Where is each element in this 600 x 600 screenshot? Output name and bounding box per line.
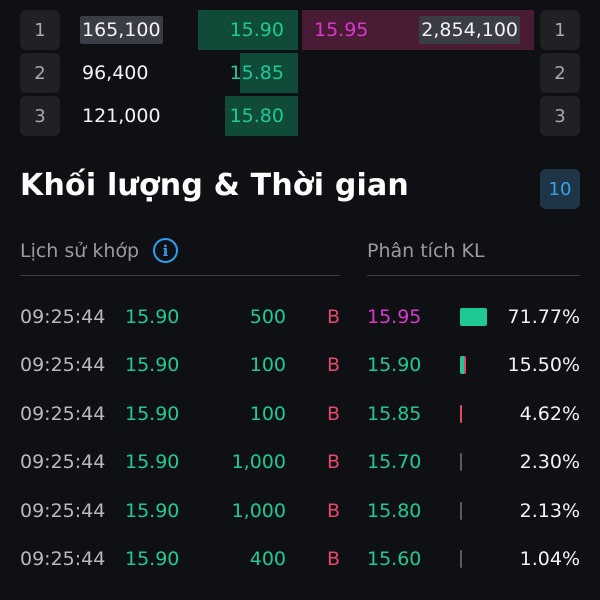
trade-volume: 500 <box>249 306 286 328</box>
trade-side: B <box>327 548 341 570</box>
tab-volume-analysis[interactable]: Phân tích KL <box>367 240 485 262</box>
ask-level-index: 3 <box>540 96 580 136</box>
analysis-percent: 15.50% <box>507 354 580 377</box>
volume-share-bar <box>460 308 487 326</box>
bid-price-cell[interactable]: 15.90 <box>198 10 298 50</box>
analysis-price: 15.70 <box>367 451 422 474</box>
sell-segment <box>463 356 466 375</box>
analysis-row: 15.95 71.77% <box>367 306 580 336</box>
neutral-segment <box>460 501 462 520</box>
sell-segment <box>460 404 462 423</box>
trade-side: B <box>327 402 341 425</box>
tab-match-history[interactable]: Lịch sử khớp <box>20 240 140 262</box>
analysis-percent: 2.13% <box>519 499 580 522</box>
trade-row: 09:25:44 15.90 400 B <box>0 548 340 578</box>
trade-side: B <box>327 451 341 474</box>
analysis-row: 15.60 1.04% <box>367 548 580 578</box>
trade-side: B <box>327 354 341 377</box>
ask-level-index: 2 <box>540 53 580 93</box>
analysis-percent: 2.30% <box>519 451 580 474</box>
volume-share-bar <box>460 356 466 375</box>
bid-level-index: 2 <box>20 53 60 93</box>
volume-share-bar <box>460 501 462 520</box>
trade-time: 09:25:44 <box>20 548 106 570</box>
bid-volume: 96,400 <box>82 62 149 84</box>
analysis-price: 15.90 <box>367 354 422 377</box>
order-book-row[interactable]: 3 121,000 15.80 3 <box>0 96 600 136</box>
trade-price: 15.90 <box>125 306 180 328</box>
section-title: Khối lượng & Thời gian <box>20 168 409 203</box>
analysis-percent: 1.04% <box>519 548 580 570</box>
analysis-price: 15.85 <box>367 402 422 425</box>
volume-share-bar <box>460 453 462 472</box>
trade-price: 15.90 <box>125 451 180 474</box>
trade-side: B <box>327 306 341 328</box>
trade-time: 09:25:44 <box>20 402 106 425</box>
bid-price: 15.80 <box>229 105 284 127</box>
trade-time: 09:25:44 <box>20 451 106 474</box>
bid-level-index: 3 <box>20 96 60 136</box>
divider <box>20 275 340 276</box>
bid-price: 15.90 <box>229 19 284 41</box>
analysis-row: 15.80 2.13% <box>367 500 580 530</box>
trade-volume: 400 <box>249 548 286 570</box>
trade-time: 09:25:44 <box>20 306 106 328</box>
neutral-segment <box>460 453 462 472</box>
trade-volume: 100 <box>249 354 286 377</box>
trade-time: 09:25:44 <box>20 354 106 377</box>
buy-segment <box>460 356 464 375</box>
ask-price: 15.95 <box>314 19 369 41</box>
info-icon[interactable]: i <box>153 238 178 263</box>
trade-volume: 100 <box>249 402 286 425</box>
trade-price: 15.90 <box>125 499 180 522</box>
ask-volume: 2,854,100 <box>419 16 520 44</box>
bid-volume: 165,100 <box>80 16 163 44</box>
analysis-row: 15.70 2.30% <box>367 451 580 481</box>
bid-depth-bar <box>225 96 298 136</box>
bid-price-cell[interactable]: 15.85 <box>198 53 298 93</box>
trade-price: 15.90 <box>125 548 180 570</box>
trade-row: 09:25:44 15.90 1,000 B <box>0 500 340 530</box>
trade-price: 15.90 <box>125 354 180 377</box>
neutral-segment <box>460 550 462 568</box>
order-book-row[interactable]: 2 96,400 15.85 2 <box>0 53 600 93</box>
volume-share-bar <box>460 550 462 568</box>
trade-time: 09:25:44 <box>20 499 106 522</box>
trade-row: 09:25:44 15.90 1,000 B <box>0 451 340 481</box>
trade-volume: 1,000 <box>231 451 286 474</box>
ask-cell[interactable]: 15.95 2,854,100 <box>302 10 534 50</box>
analysis-price: 15.80 <box>367 499 422 522</box>
bid-volume: 121,000 <box>82 105 161 127</box>
ask-level-index: 1 <box>540 10 580 50</box>
trade-volume: 1,000 <box>231 499 286 522</box>
bid-depth-bar <box>240 53 298 93</box>
row-count-button[interactable]: 10 <box>540 169 580 209</box>
analysis-row: 15.90 15.50% <box>367 354 580 384</box>
trade-row: 09:25:44 15.90 100 B <box>0 403 340 433</box>
analysis-percent: 71.77% <box>507 306 580 328</box>
trade-row: 09:25:44 15.90 500 B <box>0 306 340 336</box>
analysis-price: 15.95 <box>367 306 422 328</box>
trade-side: B <box>327 499 341 522</box>
analysis-price: 15.60 <box>367 548 422 570</box>
analysis-percent: 4.62% <box>519 402 580 425</box>
divider <box>367 275 580 276</box>
bid-depth-bar <box>198 10 298 50</box>
trade-price: 15.90 <box>125 402 180 425</box>
bid-price-cell[interactable]: 15.80 <box>198 96 298 136</box>
buy-segment <box>460 308 487 326</box>
trade-row: 09:25:44 15.90 100 B <box>0 354 340 384</box>
volume-share-bar <box>460 404 462 423</box>
bid-price: 15.85 <box>229 62 284 84</box>
order-book-row[interactable]: 1 165,100 15.90 15.95 2,854,100 1 <box>0 10 600 50</box>
bid-level-index: 1 <box>20 10 60 50</box>
analysis-row: 15.85 4.62% <box>367 403 580 433</box>
